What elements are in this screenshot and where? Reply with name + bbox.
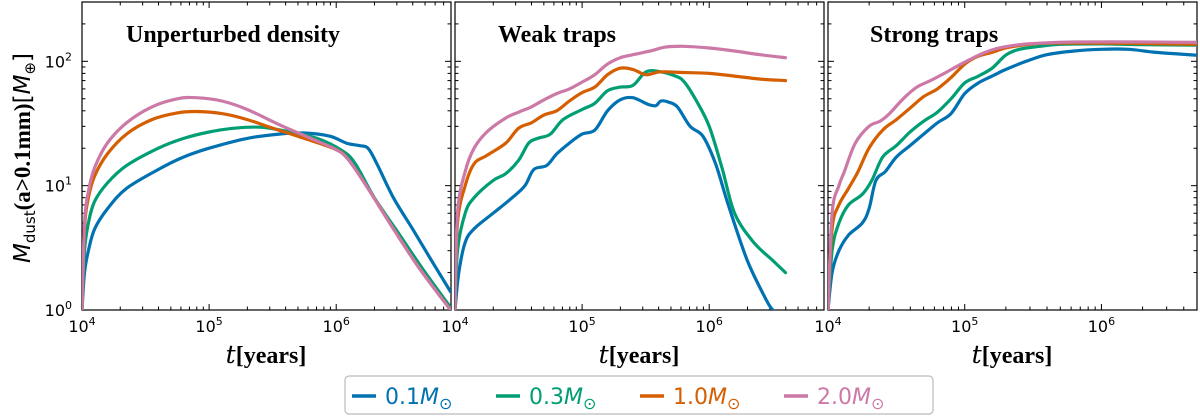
x-tick-label: 106 [1088,315,1115,336]
series-group [828,40,1197,310]
series-line-1.0 [828,41,1197,310]
x-tick-label: 105 [195,315,222,336]
series-line-0.1 [82,131,451,310]
x-tick-label: 104 [441,315,468,336]
panel-title: Weak traps [498,22,616,48]
y-tick-label: 101 [45,175,72,196]
y-tick-label: 102 [45,50,72,71]
series-line-0.3 [828,42,1197,310]
series-line-0.1 [828,47,1197,310]
series-line-0.3 [82,125,451,310]
legend-frame [344,375,934,415]
series-line-1.0 [455,66,788,310]
series-group [82,95,451,310]
x-tick-label: 105 [951,315,978,336]
y-tick-label: 100 [45,299,72,320]
panel-title: Unperturbed density [126,22,340,48]
panel-frame [827,1,1198,311]
legend-item-0.3: 0.3M⊙ [496,385,596,413]
x-ticks: 104 105 106 [68,2,452,336]
x-ticks: 104 105 106 [441,2,825,336]
x-ticks: 104 105 106 [814,2,1198,336]
x-axis-label: t[years] [226,340,307,369]
x-tick-label: 104 [68,315,95,336]
series-line-2.0 [82,95,451,310]
legend-label: 2.0M⊙ [817,385,884,413]
panel-frame [454,1,825,311]
y-ticks [455,1,824,311]
legend-label: 0.1M⊙ [385,385,452,413]
panel-title: Strong traps [870,22,998,48]
x-tick-label: 106 [323,315,350,336]
panel-weak-traps: Weak traps 104 105 106 t[years] [441,1,825,369]
legend-item-1.0: 1.0M⊙ [640,385,740,413]
y-ticks [82,1,451,311]
legend-item-2.0: 2.0M⊙ [784,385,884,413]
y-ticks [828,1,1197,311]
series-line-2.0 [828,40,1197,310]
legend-item-0.1: 0.1M⊙ [352,385,452,413]
legend-label: 0.3M⊙ [529,385,596,413]
panel-unperturbed: Unperturbed density 104 105 106 t[years] [68,1,452,369]
series-line-0.3 [455,69,788,310]
panel-frame [81,1,452,311]
x-tick-label: 106 [696,315,723,336]
x-tick-label: 105 [568,315,595,336]
series-line-1.0 [82,109,451,310]
legend: 0.1M⊙ 0.3M⊙ 1.0M⊙ 2.0M⊙ [344,375,934,415]
x-tick-label: 104 [814,315,841,336]
series-group [455,44,788,310]
y-axis-label: Mdust(a>0.1mm)[M⊕] [10,53,39,263]
x-axis-label: t[years] [972,340,1053,369]
legend-label: 1.0M⊙ [673,385,740,413]
x-axis-label: t[years] [599,340,680,369]
series-line-0.1 [455,95,775,310]
panel-strong-traps: Strong traps 104 105 106 t[years] [814,1,1198,369]
series-line-2.0 [455,44,788,310]
y-tick-labels: 100 101 102 [45,50,72,320]
